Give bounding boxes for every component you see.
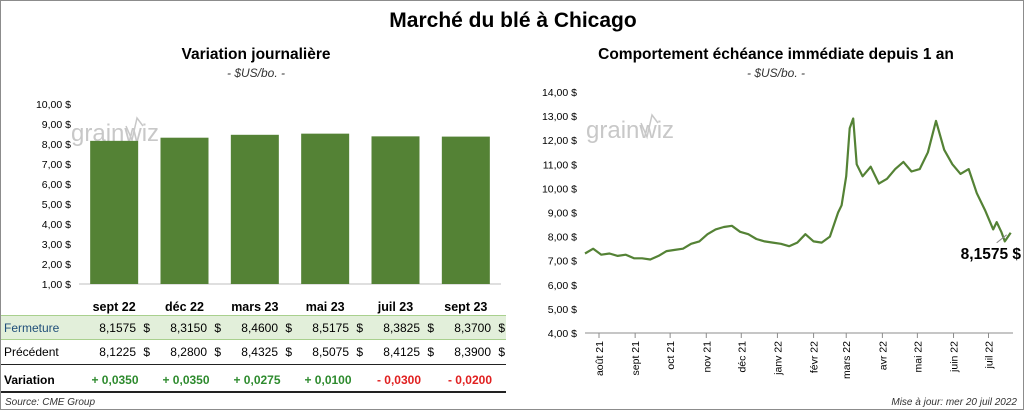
x-tick-label: mai 23 — [306, 300, 345, 314]
y-tick-label: 12,00 $ — [542, 135, 577, 147]
watermark-logo: grainwiz — [586, 113, 674, 144]
y-tick-label: 5,00 $ — [548, 304, 577, 316]
row-label: Variation — [4, 373, 55, 387]
y-tick-label: 1,00 $ — [42, 279, 71, 291]
y-tick-label: 9,00 $ — [548, 208, 577, 220]
y-tick-label: 8,00 $ — [548, 232, 577, 244]
last-value-label: 8,1575 $ — [961, 246, 1021, 263]
y-tick-label: 11,00 $ — [543, 159, 577, 171]
bar — [230, 134, 279, 284]
x-tick-label: sept 23 — [444, 300, 487, 314]
bar-chart-subtitle: - $US/bo. - — [226, 66, 286, 80]
y-tick-label: 8,00 $ — [42, 139, 71, 151]
x-tick-label: mars 22 — [841, 341, 853, 379]
price-table: Fermeture 8,1575 $ 8,3150 $ 8,4600 $ 8,5175… — [1, 315, 506, 395]
line-chart: grainwiz 4,00 $ 5,00 $ 6,00 $ 7,00 $ 8,00 $ 9,… — [542, 87, 1021, 379]
variation-cell: - 0,0200 — [447, 373, 493, 387]
watermark-mark — [640, 113, 659, 140]
bar — [160, 137, 209, 284]
y-tick-label: 3,00 $ — [42, 239, 71, 251]
x-tick-label: déc 22 — [165, 300, 204, 314]
x-tick-label: sept 22 — [93, 300, 136, 314]
table-row-variation: Variation + 0,0350 + 0,0350 + 0,0275 + 0… — [1, 368, 506, 393]
variation-cell: + 0,0275 — [233, 373, 281, 387]
x-tick-label: oct 21 — [665, 341, 677, 370]
source-note: Source: CME Group — [5, 397, 96, 408]
bar — [441, 136, 490, 284]
x-tick-label: juin 22 — [949, 341, 961, 373]
bar — [90, 140, 139, 284]
x-tick-label: févr 22 — [809, 341, 821, 373]
bar-chart-title: Variation journalière — [181, 46, 331, 63]
update-note: Mise à jour: mer 20 juil 2022 — [891, 397, 1017, 408]
y-tick-label: 4,00 $ — [548, 328, 577, 340]
x-tick-label: déc 21 — [736, 341, 748, 373]
x-tick-label: août 21 — [594, 341, 606, 376]
watermark-mark — [125, 116, 144, 143]
y-tick-label: 9,00 $ — [42, 119, 71, 131]
y-tick-label: 10,00 $ — [36, 99, 71, 111]
row-label: Fermeture — [4, 321, 60, 335]
line-chart-subtitle: - $US/bo. - — [746, 66, 806, 80]
x-tick-label: avr 22 — [877, 341, 889, 370]
variation-cell: + 0,0350 — [91, 373, 139, 387]
price-line — [584, 117, 1012, 261]
report-title: Marché du blé à Chicago — [389, 9, 637, 32]
watermark-text: grainwiz — [586, 117, 674, 144]
y-tick-label: 2,00 $ — [42, 259, 71, 271]
y-tick-label: 7,00 $ — [42, 159, 71, 171]
x-tick-label: nov 21 — [701, 341, 713, 373]
y-tick-label: 6,00 $ — [548, 280, 577, 292]
y-tick-label: 6,00 $ — [42, 179, 71, 191]
x-tick-label: mai 22 — [912, 341, 924, 373]
y-tick-label: 10,00 $ — [542, 183, 577, 195]
last-value-leader — [996, 234, 1007, 244]
bar — [301, 133, 350, 284]
x-tick-label: sept 21 — [630, 341, 642, 376]
y-tick-label: 5,00 $ — [42, 199, 71, 211]
y-tick-label: 4,00 $ — [42, 219, 71, 231]
x-tick-label: juil 23 — [377, 300, 413, 314]
variation-cell: + 0,0350 — [162, 373, 210, 387]
line-chart-title: Comportement échéance immédiate depuis 1… — [598, 46, 954, 63]
bar — [371, 136, 420, 284]
x-tick-label: mars 23 — [231, 300, 278, 314]
variation-cell: - 0,0300 — [376, 373, 422, 387]
x-tick-label: juil 22 — [984, 341, 996, 370]
y-tick-label: 14,00 $ — [542, 87, 577, 99]
y-tick-label: 13,00 $ — [542, 111, 577, 123]
y-tick-label: 7,00 $ — [548, 256, 577, 268]
table-row-closing: Fermeture 8,1575 $ 8,3150 $ 8,4600 $ 8,5175… — [1, 315, 506, 340]
row-label: Précédent — [4, 345, 59, 359]
table-row-previous: Précédent 8,1225 $ 8,2800 $ 8,4325 $ 8,5075… — [1, 340, 506, 365]
x-tick-label: janv 22 — [772, 341, 784, 376]
variation-cell: + 0,0100 — [304, 373, 352, 387]
